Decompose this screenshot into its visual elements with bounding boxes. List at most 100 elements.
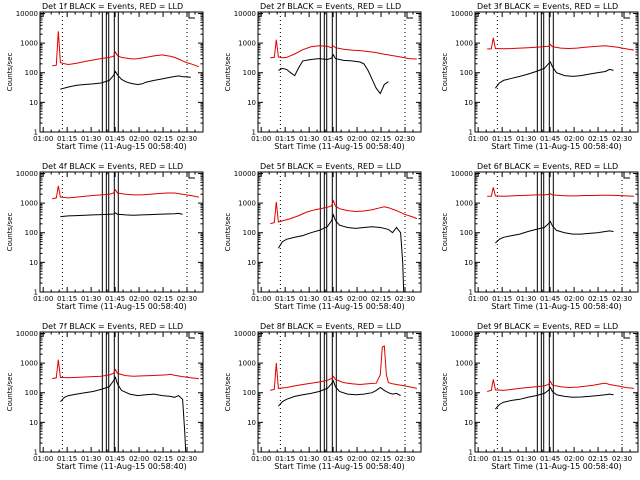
y-tick-label: 10 [464,419,473,427]
x-tick-label: 01:45 [105,135,125,143]
x-tick-label: 01:00 [251,135,271,143]
legend-bracket [406,332,413,339]
x-tick-label: 01:00 [468,455,488,463]
legend-bracket [623,12,630,19]
series-lld [52,359,199,380]
y-tick-label: 10000 [16,330,38,338]
x-tick-label: 01:30 [81,295,101,303]
x-tick-label: 02:00 [129,135,149,143]
x-tick-label: 01:15 [57,295,77,303]
y-tick-label: 10000 [234,170,256,178]
panel-5: Det 5f BLACK = Events, RED = LLD 1 10 100 10… [224,162,422,311]
y-axis-title: Counts/sec [224,373,232,412]
y-tick-label: 10 [464,259,473,267]
x-tick-label: 01:45 [323,295,343,303]
x-tick-label: 01:00 [33,135,53,143]
legend-bracket [188,172,195,179]
plot-frame [257,171,422,293]
x-tick-label: 01:30 [516,455,536,463]
y-tick-label: 1000 [238,200,256,208]
x-tick-label: 01:15 [57,455,77,463]
panel-title: Det 9f BLACK = Events, RED = LLD [477,322,618,331]
x-tick-label: 01:45 [540,455,560,463]
x-tick-label: 02:30 [395,135,415,143]
y-tick-label: 10000 [16,10,38,18]
series-events [277,213,405,293]
y-tick-label: 1 [252,129,256,137]
y-tick-label: 100 [25,69,38,77]
y-axis-title: Counts/sec [441,53,449,92]
plot-frame [474,331,639,453]
x-axis-title: Start Time (11-Aug-15 00:58:40) [274,462,405,471]
x-tick-label: 01:45 [540,135,560,143]
x-tick-label: 02:00 [564,135,584,143]
x-tick-label: 02:30 [612,295,632,303]
series-events [60,212,183,218]
series-events [495,386,614,410]
x-tick-label: 02:00 [347,295,367,303]
panel-2: Det 2f BLACK = Events, RED = LLD 1 10 100 10… [224,2,422,151]
x-tick-label: 01:00 [468,295,488,303]
y-tick-label: 10000 [16,170,38,178]
x-tick-label: 01:15 [492,135,512,143]
x-tick-label: 02:15 [588,135,608,143]
plot-frame [257,331,422,453]
x-tick-label: 01:15 [492,295,512,303]
legend-bracket [406,172,413,179]
series-lld [487,379,634,392]
series-lld [270,345,418,391]
x-axis-title: Start Time (11-Aug-15 00:58:40) [491,302,622,311]
series-events [60,376,187,453]
y-tick-label: 10 [29,99,38,107]
x-axis-title: Start Time (11-Aug-15 00:58:40) [491,142,622,151]
x-tick-label: 01:30 [81,455,101,463]
series-lld [270,199,418,225]
plot-frame [39,11,204,133]
x-tick-label: 02:15 [371,135,391,143]
series-lld [487,37,634,51]
x-tick-label: 01:00 [251,295,271,303]
x-axis-title: Start Time (11-Aug-15 00:58:40) [274,302,405,311]
x-tick-label: 01:30 [299,455,319,463]
series-lld [52,185,199,200]
panel-4: Det 4f BLACK = Events, RED = LLD 1 10 100 10… [6,162,204,311]
x-tick-label: 01:15 [275,295,295,303]
plot-frame [257,11,422,133]
y-tick-label: 1 [469,449,473,457]
plot-frame [474,171,639,293]
y-tick-label: 100 [243,389,256,397]
legend-bracket [188,12,195,19]
x-tick-label: 02:15 [153,135,173,143]
panel-title: Det 8f BLACK = Events, RED = LLD [260,322,401,331]
x-axis-title: Start Time (11-Aug-15 00:58:40) [491,462,622,471]
panel-title: Det 6f BLACK = Events, RED = LLD [477,162,618,171]
x-tick-label: 02:15 [588,295,608,303]
x-tick-label: 01:45 [323,135,343,143]
x-axis-title: Start Time (11-Aug-15 00:58:40) [56,462,187,471]
y-tick-label: 10 [247,259,256,267]
y-tick-label: 1 [34,289,38,297]
x-tick-label: 01:45 [540,295,560,303]
x-tick-label: 02:15 [588,455,608,463]
x-tick-label: 01:00 [251,455,271,463]
y-tick-label: 1 [469,289,473,297]
x-tick-label: 02:00 [564,455,584,463]
x-tick-label: 02:30 [177,135,197,143]
y-axis-title: Counts/sec [224,213,232,252]
y-axis-title: Counts/sec [441,373,449,412]
y-tick-label: 1000 [455,360,473,368]
series-lld [270,39,417,60]
y-tick-label: 1000 [455,200,473,208]
y-tick-label: 1000 [20,200,38,208]
x-tick-label: 01:15 [275,455,295,463]
y-tick-label: 1000 [238,40,256,48]
y-tick-label: 100 [243,69,256,77]
x-tick-label: 02:30 [395,295,415,303]
panel-8: Det 8f BLACK = Events, RED = LLD 1 10 100 10… [224,322,422,471]
x-tick-label: 02:30 [612,455,632,463]
y-tick-label: 1000 [238,360,256,368]
panel-title: Det 2f BLACK = Events, RED = LLD [260,2,401,11]
series-lld [52,31,200,68]
y-tick-label: 10 [247,99,256,107]
x-tick-label: 01:00 [468,135,488,143]
